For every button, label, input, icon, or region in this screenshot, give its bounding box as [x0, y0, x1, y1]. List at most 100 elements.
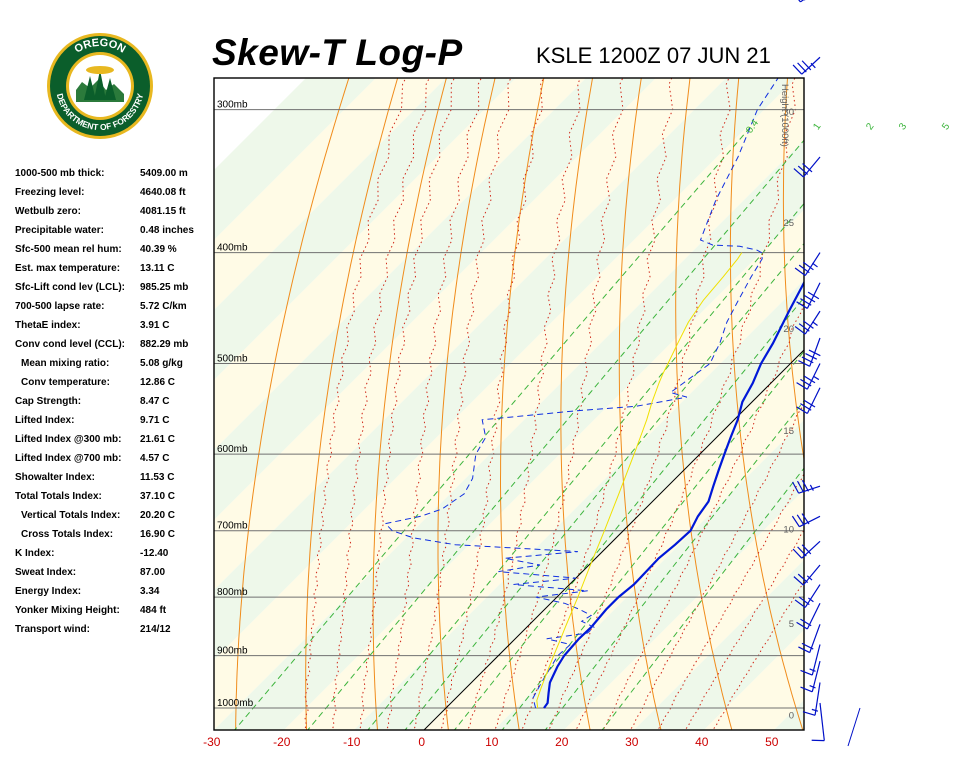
- svg-text:OREGON: OREGON: [73, 37, 128, 56]
- barb-feather: [798, 596, 810, 606]
- wind-barb: [798, 337, 821, 367]
- temperature-band: [563, 489, 804, 730]
- stat-value: 3.34: [140, 586, 160, 597]
- height-tick-label: 10: [783, 524, 794, 535]
- wind-barb: [796, 363, 821, 390]
- wind-barb: [794, 310, 821, 335]
- x-tick-label: 20: [555, 735, 569, 749]
- barb-feather: [798, 360, 810, 367]
- stat-label: Sfc-500 mean rel hum:: [15, 244, 122, 255]
- dry-adiabat: [933, 0, 960, 732]
- barb-feather: [802, 711, 816, 716]
- page-title: Skew-T Log-P: [212, 32, 463, 73]
- barb-feather: [802, 163, 813, 173]
- barb-shaft: [798, 485, 821, 494]
- barb-feather: [791, 515, 800, 528]
- barb-shaft: [819, 702, 825, 741]
- wind-barb: [802, 682, 821, 716]
- stat-value: 214/12: [140, 624, 171, 635]
- barb-feather: [800, 298, 812, 306]
- wind-barb: [796, 387, 821, 414]
- x-tick-label: 50: [765, 735, 779, 749]
- barb-feather: [800, 403, 812, 411]
- dry-adiabat: [500, 78, 545, 730]
- pressure-label: 700mb: [217, 521, 248, 532]
- logo-top-text: OREGON: [73, 37, 128, 56]
- stat-label: Showalter Index:: [15, 472, 96, 483]
- wind-barb: [800, 644, 821, 676]
- dry-adiabat: [235, 78, 350, 730]
- barb-feather: [802, 261, 814, 271]
- temperature-band: [354, 279, 804, 730]
- stat-label: Mean mixing ratio:: [21, 358, 110, 369]
- plot-area: [214, 0, 960, 732]
- wind-barb: [794, 584, 821, 608]
- barb-feather: [794, 599, 806, 608]
- barb-feather: [801, 513, 810, 525]
- temperature-band: [494, 420, 804, 730]
- stat-value: 0.48 inches: [140, 225, 194, 236]
- temperature-band: [633, 559, 804, 730]
- mixing-ratio-line: [404, 242, 804, 730]
- height-axis-label: Height (1000ft): [779, 84, 790, 147]
- barb-feather: [794, 267, 806, 277]
- dry-adiabat: [835, 0, 946, 732]
- stat-value: 16.90 C: [140, 529, 176, 540]
- stat-label: Cross Totals Index:: [21, 529, 114, 540]
- barb-feather: [807, 291, 820, 300]
- stat-label: Precipitable water:: [15, 225, 104, 236]
- stat-value: 5.72 C/km: [140, 301, 187, 312]
- barb-feather: [798, 0, 801, 3]
- dry-adiabat: [437, 78, 496, 730]
- barb-feather: [792, 548, 803, 559]
- mixing-ratio-line: [367, 202, 804, 730]
- wind-barb: [792, 479, 821, 494]
- stat-label: Transport wind:: [15, 624, 90, 635]
- pressure-label: 400mb: [217, 243, 248, 254]
- barb-half-feather: [807, 597, 814, 603]
- barb-feather: [796, 480, 805, 493]
- barb-half-feather: [810, 62, 816, 69]
- wind-barb: [793, 156, 821, 178]
- pressure-label: 600mb: [217, 444, 248, 455]
- temperature-band: [703, 629, 804, 730]
- wind-barb: [792, 56, 821, 75]
- barb-feather: [800, 618, 812, 627]
- stat-label: Freezing level:: [15, 187, 85, 198]
- barb-feather: [797, 573, 809, 583]
- stat-value: 4640.08 ft: [140, 187, 186, 198]
- barb-feather: [798, 323, 810, 332]
- wind-barb: [798, 624, 821, 654]
- wind-barb: [793, 564, 821, 586]
- mixing-ratio-label: 5: [940, 121, 952, 132]
- barb-feather: [801, 356, 814, 364]
- station-time-label: KSLE 1200Z 07 JUN 21: [536, 43, 771, 68]
- wind-barbs: [791, 0, 861, 747]
- barb-feather: [808, 349, 821, 357]
- stat-label: Lifted Index @700 mb:: [15, 453, 122, 464]
- barb-feather: [800, 669, 813, 676]
- pressure-label: 500mb: [217, 354, 248, 365]
- height-tick-label: 35: [783, 0, 794, 2]
- stat-label: ThetaE index:: [15, 320, 81, 331]
- x-tick-label: 10: [485, 735, 499, 749]
- barb-half-feather: [809, 685, 816, 689]
- stat-value: -12.40: [140, 548, 169, 559]
- mixing-ratio-label: 2: [864, 121, 876, 132]
- barb-shaft: [800, 0, 805, 3]
- height-tick-label: 20: [783, 324, 794, 335]
- stat-label: Yonker Mixing Height:: [15, 605, 120, 616]
- dry-adiabat: [305, 78, 399, 730]
- stat-value: 87.00: [140, 567, 166, 578]
- wind-barb: [798, 0, 806, 3]
- dry-adiabat: [729, 78, 804, 730]
- stat-label: Lifted Index:: [15, 415, 75, 426]
- height-tick-label: 5: [789, 619, 794, 630]
- mixing-ratio-line: [307, 139, 804, 730]
- dry-adiabat: [560, 78, 594, 730]
- barb-half-feather: [812, 321, 818, 326]
- stat-value: 5409.00 m: [140, 168, 188, 179]
- barb-feather: [796, 301, 808, 309]
- x-tick-label: -10: [343, 735, 361, 749]
